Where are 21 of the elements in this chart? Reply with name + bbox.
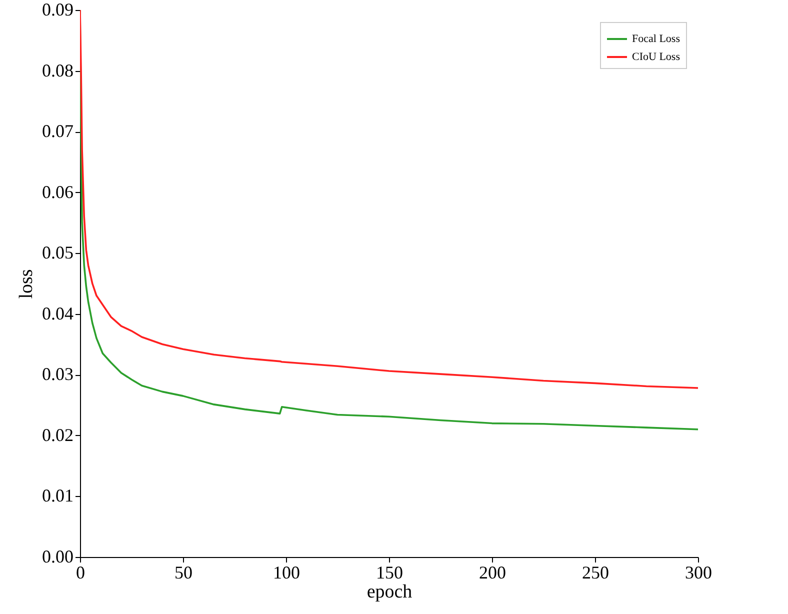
x-tick-label: 50 [174,562,192,582]
y-tick-label: 0.06 [42,182,74,202]
x-tick-label: 200 [479,562,506,582]
x-tick-label: 100 [273,562,300,582]
y-tick-label: 0.01 [42,486,74,506]
y-tick-label: 0.09 [42,0,74,20]
x-tick-label: 300 [685,562,712,582]
x-tick-label: 250 [582,562,609,582]
y-tick-label: 0.08 [42,60,74,80]
y-axis-title: loss [16,269,37,299]
legend-label: CIoU Loss [632,51,680,63]
x-tick-label: 150 [376,562,403,582]
y-tick-label: 0.04 [42,303,74,324]
x-axis-title: epoch [366,582,413,602]
y-tick-label: 0.07 [42,121,74,142]
y-tick-label: 0.00 [42,546,74,566]
x-tick-label: 0 [76,562,85,582]
y-tick-label: 0.03 [42,364,74,384]
y-tick-label: 0.02 [42,424,74,445]
legend-label: Focal Loss [632,33,680,45]
y-tick-label: 0.05 [42,242,74,263]
